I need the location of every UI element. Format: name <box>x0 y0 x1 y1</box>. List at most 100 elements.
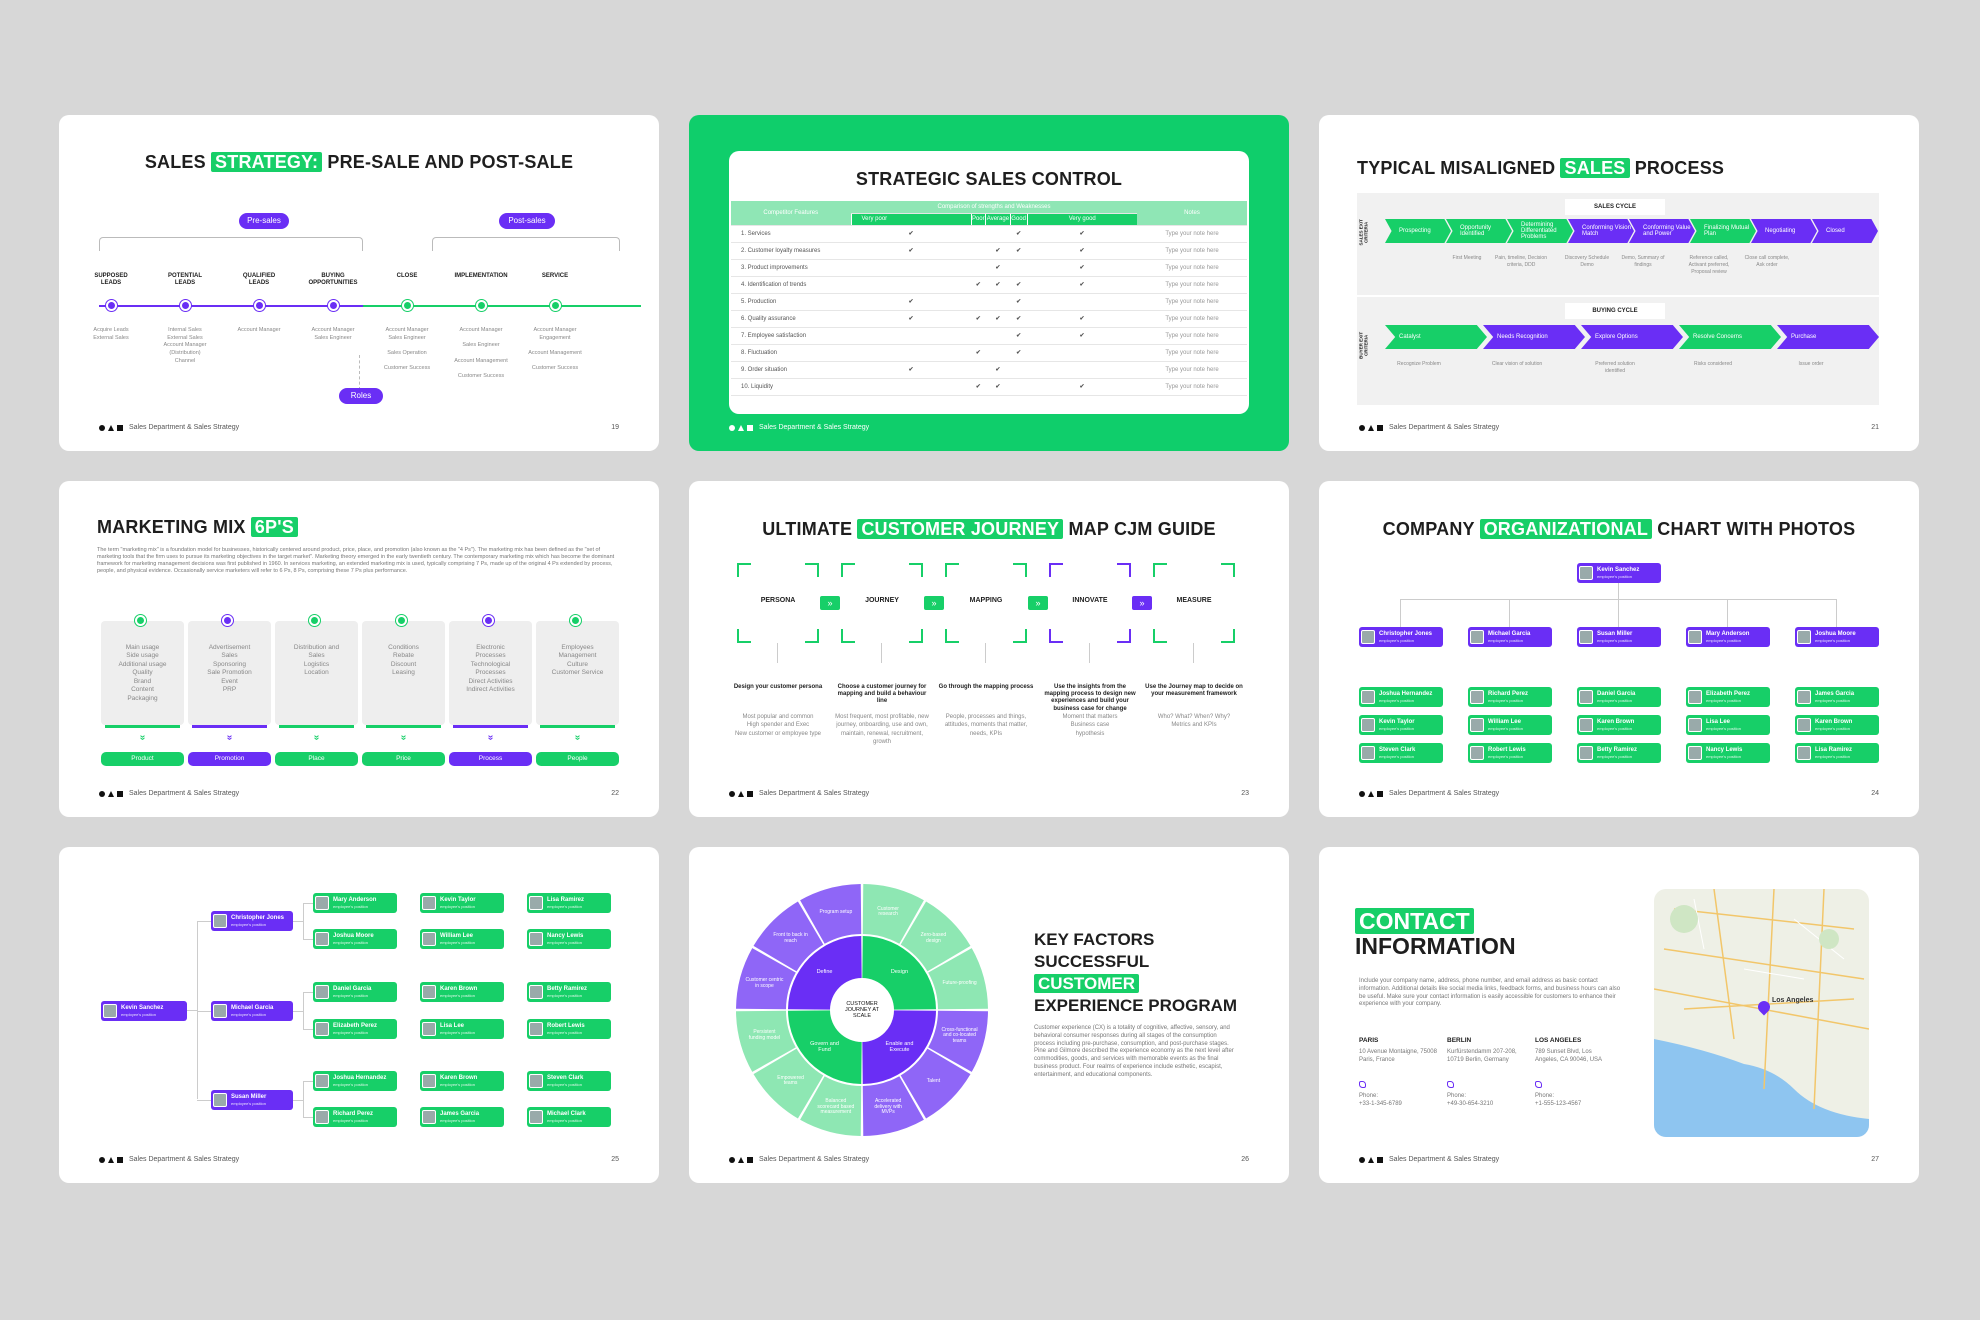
note-cell[interactable]: Type your note here <box>1137 344 1247 362</box>
empty-cell[interactable] <box>985 327 1011 345</box>
outer-segment[interactable] <box>753 901 824 972</box>
empty-cell[interactable] <box>851 378 971 396</box>
person-card[interactable]: Susan Miller employee's position <box>211 1090 293 1110</box>
mix-label[interactable]: Promotion <box>188 752 271 766</box>
empty-cell[interactable] <box>971 242 986 260</box>
empty-cell[interactable] <box>1027 293 1137 311</box>
person-card[interactable]: Lisa Ramirez employee's position <box>527 893 611 913</box>
person-card[interactable]: Christopher Jones employee's position <box>1359 627 1443 647</box>
check-icon[interactable]: ✔ <box>851 225 971 243</box>
step-number[interactable]: 5 <box>402 300 413 311</box>
outer-segment[interactable] <box>753 1048 824 1119</box>
check-icon[interactable]: ✔ <box>1027 310 1137 328</box>
note-cell[interactable]: Type your note here <box>1137 361 1247 379</box>
note-cell[interactable]: Type your note here <box>1137 225 1247 243</box>
person-card[interactable]: Betty Ramirez employee's position <box>1577 743 1661 763</box>
person-card[interactable]: Karen Brown employee's position <box>1577 715 1661 735</box>
step-number[interactable]: 3 <box>254 300 265 311</box>
person-card[interactable]: Kevin Sanchez employee's position <box>101 1001 187 1021</box>
outer-segment[interactable] <box>928 1010 988 1072</box>
slide-org-chart[interactable]: COMPANY ORGANIZATIONAL CHART WITH PHOTOS… <box>1319 481 1919 817</box>
check-icon[interactable]: ✔ <box>985 310 1011 328</box>
outer-segment[interactable] <box>800 884 862 944</box>
slide-misaligned-process[interactable]: TYPICAL MISALIGNED SALES PROCESS SALES C… <box>1319 115 1919 451</box>
outer-segment[interactable] <box>800 1076 862 1136</box>
person-card[interactable]: Michael Garcia employee's position <box>1468 627 1552 647</box>
outer-segment[interactable] <box>900 901 971 972</box>
inner-segment[interactable] <box>862 1010 936 1084</box>
person-card[interactable]: Robert Lewis employee's position <box>527 1019 611 1039</box>
person-card[interactable]: Daniel Garcia employee's position <box>1577 687 1661 707</box>
empty-cell[interactable] <box>1027 361 1137 379</box>
check-icon[interactable]: ✔ <box>971 378 986 396</box>
note-cell[interactable]: Type your note here <box>1137 327 1247 345</box>
inner-segment[interactable] <box>862 936 936 1010</box>
person-card[interactable]: Mary Anderson employee's position <box>313 893 397 913</box>
check-icon[interactable]: ✔ <box>851 310 971 328</box>
phone-number[interactable]: +1-555-123-4567 <box>1535 1101 1582 1107</box>
slide-sales-strategy[interactable]: SALES STRATEGY: PRE-SALE AND POST-SALE P… <box>59 115 659 451</box>
mix-label[interactable]: Product <box>101 752 184 766</box>
empty-cell[interactable] <box>1010 259 1027 277</box>
check-icon[interactable]: ✔ <box>1027 378 1137 396</box>
empty-cell[interactable] <box>971 327 986 345</box>
person-card[interactable]: Michael Clark employee's position <box>527 1107 611 1127</box>
check-icon[interactable]: ✔ <box>851 361 971 379</box>
person-card[interactable]: Lisa Lee employee's position <box>1686 715 1770 735</box>
person-card[interactable]: Karen Brown employee's position <box>1795 715 1879 735</box>
note-cell[interactable]: Type your note here <box>1137 276 1247 294</box>
sales-step[interactable]: Conforming Vision Match <box>1568 219 1634 243</box>
outer-segment[interactable] <box>900 1048 971 1119</box>
person-card[interactable]: Steven Clark employee's position <box>527 1071 611 1091</box>
person-card[interactable]: Karen Brown employee's position <box>420 982 504 1002</box>
mix-label[interactable]: Process <box>449 752 532 766</box>
person-card[interactable]: Joshua Hernandez employee's position <box>313 1071 397 1091</box>
person-card[interactable]: Joshua Moore employee's position <box>313 929 397 949</box>
note-cell[interactable]: Type your note here <box>1137 378 1247 396</box>
person-card[interactable]: William Lee employee's position <box>420 929 504 949</box>
journey-box[interactable]: MAPPING <box>945 563 1027 643</box>
person-card[interactable]: Steven Clark employee's position <box>1359 743 1443 763</box>
mix-label[interactable]: People <box>536 752 619 766</box>
check-icon[interactable]: ✔ <box>851 242 971 260</box>
empty-cell[interactable] <box>851 344 971 362</box>
person-card[interactable]: Kevin Taylor employee's position <box>1359 715 1443 735</box>
empty-cell[interactable] <box>985 293 1011 311</box>
sales-step[interactable]: Closed <box>1812 219 1878 243</box>
empty-cell[interactable] <box>971 225 986 243</box>
person-card[interactable]: Christopher Jones employee's position <box>211 911 293 931</box>
check-icon[interactable]: ✔ <box>985 361 1011 379</box>
check-icon[interactable]: ✔ <box>1027 242 1137 260</box>
empty-cell[interactable] <box>985 344 1011 362</box>
check-icon[interactable]: ✔ <box>1027 225 1137 243</box>
step-number[interactable]: 2 <box>180 300 191 311</box>
sales-step[interactable]: Determining Differentiated Problems <box>1507 219 1573 243</box>
sales-step[interactable]: Conforming Value and Power <box>1629 219 1695 243</box>
note-cell[interactable]: Type your note here <box>1137 310 1247 328</box>
check-icon[interactable]: ✔ <box>1010 327 1027 345</box>
outer-segment[interactable] <box>736 948 796 1010</box>
check-icon[interactable]: ✔ <box>1027 259 1137 277</box>
empty-cell[interactable] <box>971 361 986 379</box>
step-number[interactable]: 1 <box>106 300 117 311</box>
check-icon[interactable]: ✔ <box>1010 310 1027 328</box>
person-card[interactable]: Nancy Lewis employee's position <box>1686 743 1770 763</box>
person-card[interactable]: Michael Garcia employee's position <box>211 1001 293 1021</box>
slide-strategic-sales-control[interactable]: STRATEGIC SALES CONTROL Competitor Featu… <box>689 115 1289 451</box>
empty-cell[interactable] <box>1010 378 1027 396</box>
person-card[interactable]: James Garcia employee's position <box>420 1107 504 1127</box>
map[interactable]: Los Angeles <box>1654 889 1869 1137</box>
check-icon[interactable]: ✔ <box>971 344 986 362</box>
check-icon[interactable]: ✔ <box>985 259 1011 277</box>
step-number[interactable]: 4 <box>328 300 339 311</box>
person-card[interactable]: Lisa Ramirez employee's position <box>1795 743 1879 763</box>
check-icon[interactable]: ✔ <box>1027 276 1137 294</box>
person-card[interactable]: Susan Miller employee's position <box>1577 627 1661 647</box>
person-card[interactable]: Elizabeth Perez employee's position <box>1686 687 1770 707</box>
person-card[interactable]: Daniel Garcia employee's position <box>313 982 397 1002</box>
buy-step[interactable]: Purchase <box>1777 325 1879 349</box>
person-card[interactable]: Richard Perez employee's position <box>1468 687 1552 707</box>
check-icon[interactable]: ✔ <box>1027 327 1137 345</box>
person-card[interactable]: Joshua Moore employee's position <box>1795 627 1879 647</box>
step-number[interactable]: 6 <box>476 300 487 311</box>
